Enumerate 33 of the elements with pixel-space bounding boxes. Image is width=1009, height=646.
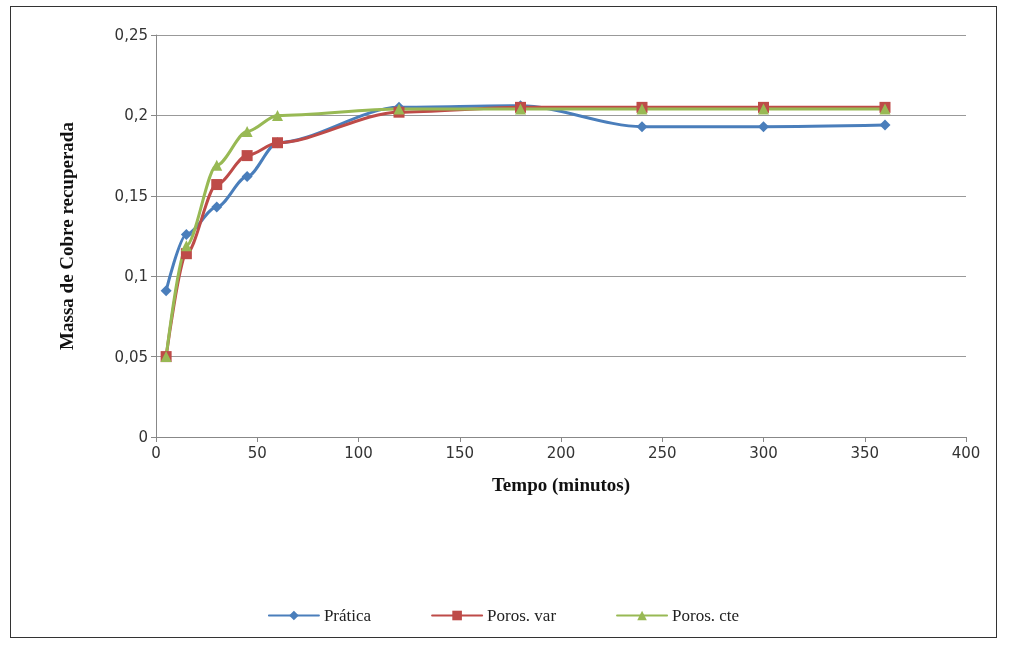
x-tick-label: 300 [749,443,778,462]
point [879,119,891,131]
point [180,240,192,252]
point [241,150,253,162]
x-tick-label: 200 [546,443,576,462]
point [211,159,223,171]
x-tick-label: 400 [951,443,981,462]
y-tick-label: 0,15 [114,186,148,205]
x-tick-label: 100 [344,443,373,462]
y-tick-label: 0,05 [114,347,148,366]
x-tick-label: 150 [445,443,475,462]
point [241,171,253,182]
legend-label: Poros. var [487,606,557,625]
y-tick-label: 0 [138,428,148,446]
legend-label: Poros. cte [672,606,740,625]
point [636,121,648,133]
point [241,125,253,137]
point [758,121,769,133]
x-tick-label: 0 [151,443,161,462]
x-tick-label: 50 [247,443,267,462]
point [160,285,172,297]
point [272,109,283,121]
y-tick-label: 0,1 [124,267,148,286]
point [211,179,223,191]
x-tick-label: 250 [647,443,677,462]
legend-label: Prática [323,606,372,625]
y-tick-label: 0,2 [124,106,148,125]
x-axis-title: Tempo (minutos) [491,474,631,496]
y-axis-title: Massa de Cobre recuperada [56,121,77,350]
point [211,201,223,213]
y-tick-label: 0,25 [114,26,148,44]
point [180,228,192,240]
x-tick-label: 350 [850,443,880,462]
